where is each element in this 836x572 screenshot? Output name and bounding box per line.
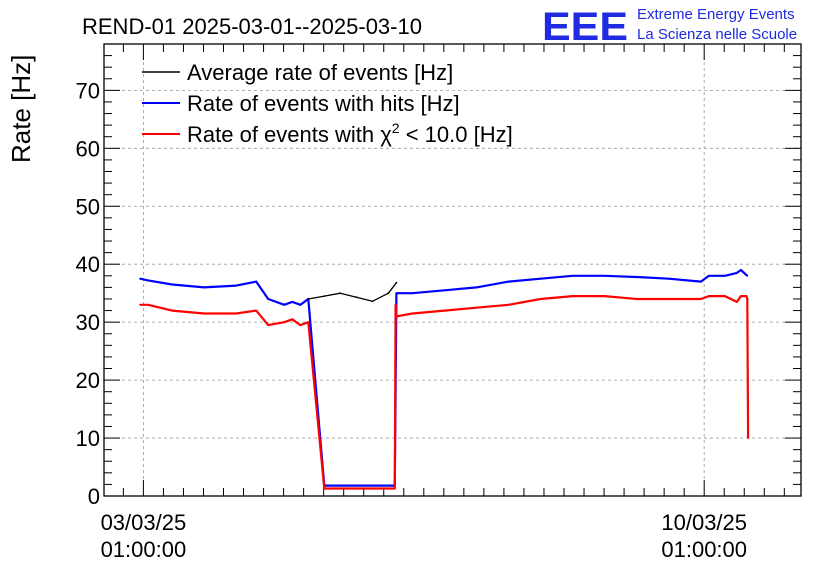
- series-chi2-rate-point: [255, 309, 258, 312]
- y-tick-label: 70: [76, 78, 100, 103]
- series-chi2-rate-point: [745, 295, 748, 297]
- series-hits-rate-point: [147, 279, 150, 282]
- series-chi2-rate-point: [411, 312, 414, 315]
- legend-label-average: Average rate of events [Hz]: [187, 60, 453, 85]
- series-chi2-rate-point: [203, 312, 206, 315]
- series-chi2-rate-point: [394, 303, 397, 306]
- series-chi2-rate-point: [539, 298, 542, 300]
- series-average-rate-point: [339, 292, 342, 295]
- x-tick-label-time: 01:00:00: [101, 537, 187, 562]
- series-chi2-rate-point: [283, 321, 286, 324]
- series-chi2-rate-point: [740, 295, 742, 297]
- grid: [104, 44, 801, 496]
- y-axis-label: Rate [Hz]: [6, 55, 36, 163]
- series-chi2-rate-point: [235, 312, 238, 315]
- series-chi2-rate-point: [747, 437, 749, 439]
- series-hits-rate-point: [746, 274, 749, 277]
- logo-line1: Extreme Energy Events: [637, 6, 795, 23]
- series-hits-rate-point: [379, 484, 382, 487]
- legend-label-chi2: Rate of events with χ2 < 10.0 [Hz]: [187, 120, 513, 147]
- y-tick-label: 60: [76, 136, 100, 161]
- series-hits-rate-point: [171, 283, 174, 286]
- plot-frame: [103, 43, 802, 497]
- series-chi2-rate-point: [299, 324, 302, 326]
- series-average-rate-point: [395, 281, 398, 284]
- series-chi2-rate-point: [139, 303, 142, 306]
- legend-label-hits: Rate of events with hits [Hz]: [187, 91, 460, 116]
- y-tick-label: 0: [88, 484, 100, 509]
- series-chi2-rate-point: [147, 303, 150, 306]
- series-hits-rate-point: [299, 303, 302, 306]
- series-chi2-rate: [140, 295, 750, 490]
- series-hits-rate-point: [571, 274, 574, 277]
- chart-title: REND-01 2025-03-01--2025-03-10: [82, 14, 422, 39]
- series-average-rate-point: [371, 300, 374, 303]
- axis-ticks: [104, 44, 801, 497]
- series-chi2-rate-point: [635, 298, 638, 300]
- series-hits-rate-point: [267, 298, 270, 300]
- series-average-rate-point: [387, 292, 390, 295]
- series-hits-rate-point: [724, 274, 726, 277]
- series-hits-rate-point: [283, 303, 286, 306]
- logo-letters: EEE: [542, 5, 628, 49]
- x-tick-label-time: 01:00:00: [661, 537, 747, 562]
- series-hits-rate-point: [411, 292, 414, 295]
- tick-labels: 01020304050607003/03/2501:00:0010/03/250…: [76, 78, 748, 562]
- series-hits-rate-point: [700, 280, 702, 283]
- series-hits-rate-point: [740, 269, 742, 271]
- series-chi2-rate-point: [746, 298, 749, 300]
- series-chi2-rate-point: [395, 315, 398, 318]
- series-chi2-rate-point: [307, 321, 310, 324]
- legend: Average rate of events [Hz] Rate of even…: [142, 60, 513, 147]
- series-hits-rate-point: [235, 284, 238, 287]
- series-hits-rate: [139, 268, 749, 487]
- series-chi2-rate-point: [323, 487, 326, 490]
- series-hits-rate-point: [443, 289, 446, 292]
- series-chi2-rate-point: [571, 295, 574, 297]
- series-chi2-rate-point: [700, 298, 702, 300]
- series-hits-rate-point: [203, 286, 206, 289]
- series-chi2-rate-point: [736, 301, 738, 303]
- series-hits-rate-point: [507, 280, 510, 283]
- series-chi2-rate-point: [267, 324, 270, 326]
- eee-logo: EEE Extreme Energy Events La Scienza nel…: [542, 5, 797, 49]
- series-hits-rate-point: [291, 301, 294, 303]
- series-chi2-rate-point: [171, 309, 174, 312]
- y-tick-label: 20: [76, 368, 100, 393]
- y-tick-label: 10: [76, 426, 100, 451]
- series-lines: [139, 268, 750, 490]
- series-chi2-rate-point: [667, 298, 670, 300]
- series-chi2-rate-point: [291, 318, 294, 321]
- series-hits-rate-point: [635, 276, 638, 278]
- y-tick-label: 40: [76, 252, 100, 277]
- x-tick-label-date: 10/03/25: [661, 510, 747, 535]
- series-chi2-rate-point: [724, 295, 726, 297]
- series-average-rate-point: [323, 295, 326, 297]
- series-hits-rate-point: [139, 277, 142, 280]
- series-hits-rate-point: [603, 274, 606, 277]
- y-tick-label: 30: [76, 310, 100, 335]
- series-chi2-rate-point: [708, 295, 710, 297]
- series-chi2-rate-point: [393, 487, 396, 490]
- series-chi2-rate-point: [507, 303, 510, 306]
- series-hits-rate-point: [475, 286, 478, 289]
- series-average-rate-point: [307, 298, 310, 300]
- series-hits-rate-point: [255, 280, 258, 283]
- series-chi2-rate-point: [443, 309, 446, 312]
- series-hits-rate-point: [395, 292, 398, 295]
- series-hits-rate-point: [539, 277, 542, 280]
- series-chi2-rate-point: [603, 295, 606, 297]
- y-tick-label: 50: [76, 194, 100, 219]
- series-average-rate-point: [355, 296, 358, 299]
- logo-line2: La Scienza nelle Scuole: [637, 26, 797, 43]
- series-hits-rate-point: [667, 277, 670, 280]
- series-chi2-rate-point: [475, 306, 478, 309]
- x-tick-label-date: 03/03/25: [101, 510, 187, 535]
- series-chi2-rate-point: [379, 487, 382, 490]
- series-hits-rate-point: [736, 272, 738, 274]
- series-average-rate: [308, 282, 397, 302]
- series-hits-rate-point: [708, 274, 710, 277]
